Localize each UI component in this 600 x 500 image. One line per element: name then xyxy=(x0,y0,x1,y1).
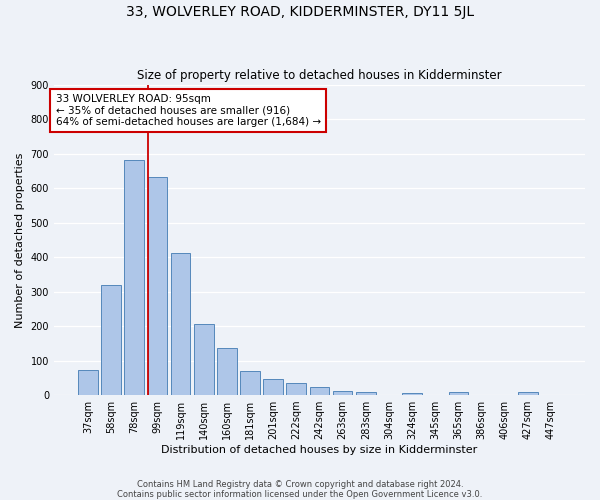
Bar xyxy=(170,253,190,395)
Bar xyxy=(148,177,167,395)
Bar xyxy=(263,378,283,395)
Bar xyxy=(101,284,121,395)
Bar xyxy=(356,392,376,395)
Bar xyxy=(310,387,329,395)
Bar xyxy=(217,348,236,395)
Bar xyxy=(194,324,214,395)
Bar xyxy=(124,160,144,395)
Bar xyxy=(402,394,422,395)
Bar xyxy=(78,370,98,395)
Text: 33, WOLVERLEY ROAD, KIDDERMINSTER, DY11 5JL: 33, WOLVERLEY ROAD, KIDDERMINSTER, DY11 … xyxy=(126,5,474,19)
Y-axis label: Number of detached properties: Number of detached properties xyxy=(15,152,25,328)
Bar xyxy=(449,392,468,395)
X-axis label: Distribution of detached houses by size in Kidderminster: Distribution of detached houses by size … xyxy=(161,445,478,455)
Title: Size of property relative to detached houses in Kidderminster: Size of property relative to detached ho… xyxy=(137,69,502,82)
Bar xyxy=(333,391,352,395)
Bar xyxy=(518,392,538,395)
Text: 33 WOLVERLEY ROAD: 95sqm
← 35% of detached houses are smaller (916)
64% of semi-: 33 WOLVERLEY ROAD: 95sqm ← 35% of detach… xyxy=(56,94,320,127)
Text: Contains HM Land Registry data © Crown copyright and database right 2024.
Contai: Contains HM Land Registry data © Crown c… xyxy=(118,480,482,499)
Bar xyxy=(286,382,306,395)
Bar xyxy=(240,371,260,395)
